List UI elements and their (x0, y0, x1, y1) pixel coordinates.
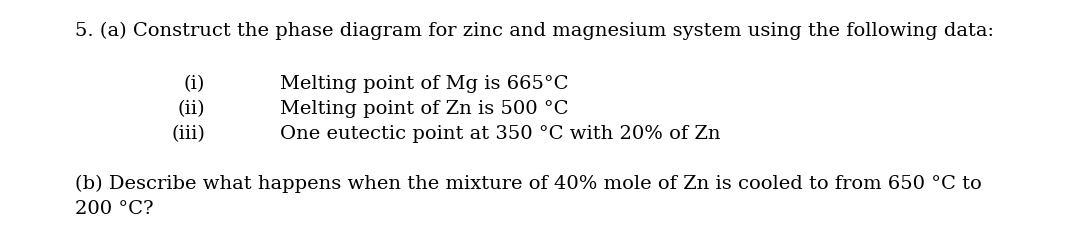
Text: Melting point of Zn is 500 °C: Melting point of Zn is 500 °C (280, 100, 568, 118)
Text: (ii): (ii) (177, 100, 205, 118)
Text: (b) Describe what happens when the mixture of 40% mole of Zn is cooled to from 6: (b) Describe what happens when the mixtu… (75, 175, 982, 193)
Text: 5. (a) Construct the phase diagram for zinc and magnesium system using the follo: 5. (a) Construct the phase diagram for z… (75, 22, 994, 40)
Text: (iii): (iii) (171, 125, 205, 143)
Text: 200 °C?: 200 °C? (75, 200, 153, 218)
Text: Melting point of Mg is 665°C: Melting point of Mg is 665°C (280, 75, 568, 93)
Text: One eutectic point at 350 °C with 20% of Zn: One eutectic point at 350 °C with 20% of… (280, 125, 720, 143)
Text: (i): (i) (184, 75, 205, 93)
